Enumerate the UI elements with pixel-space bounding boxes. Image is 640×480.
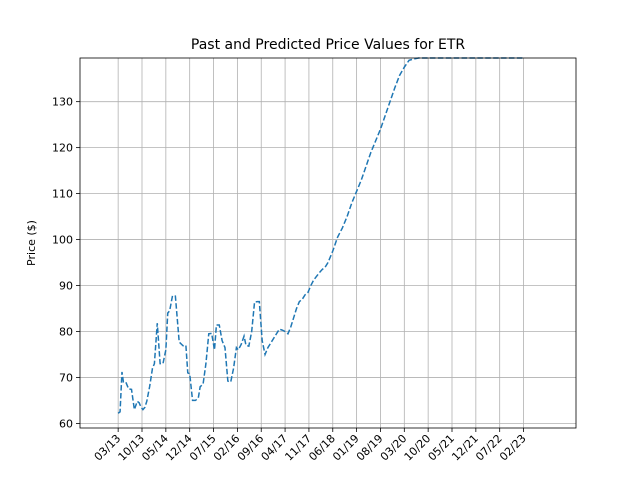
axis-ticks — [76, 101, 524, 432]
y-tick-label: 90 — [59, 280, 73, 293]
x-tick-label: 02/16 — [211, 432, 243, 464]
y-tick-label: 60 — [59, 417, 73, 430]
y-tick-label: 80 — [59, 325, 73, 338]
x-tick-label: 10/13 — [116, 432, 148, 464]
x-tick-label: 08/19 — [354, 432, 386, 464]
x-tick-label: 05/14 — [139, 432, 171, 464]
x-tick-label: 05/21 — [426, 432, 458, 464]
y-tick-label: 70 — [59, 371, 73, 384]
y-tick-labels: 60 70 80 90 100 110 120 130 — [52, 96, 73, 431]
plot-frame — [79, 57, 577, 429]
y-tick-label: 100 — [52, 234, 73, 247]
x-tick-label: 07/15 — [187, 432, 219, 464]
x-tick-label: 03/20 — [378, 432, 410, 464]
y-tick-label: 130 — [52, 96, 73, 109]
x-tick-label: 02/23 — [497, 432, 529, 464]
x-tick-label: 10/20 — [402, 432, 434, 464]
y-axis-label: Price ($) — [25, 220, 38, 266]
x-tick-labels: 03/1310/1305/1412/1407/1502/1609/1604/17… — [92, 432, 529, 464]
x-tick-label: 03/13 — [92, 432, 124, 464]
x-tick-label: 06/18 — [306, 432, 338, 464]
x-tick-label: 07/22 — [473, 432, 505, 464]
grid-lines — [80, 58, 576, 428]
x-tick-label: 11/17 — [282, 432, 314, 464]
y-tick-label: 120 — [52, 142, 73, 155]
x-tick-label: 12/14 — [163, 432, 195, 464]
x-tick-label: 09/16 — [235, 432, 267, 464]
x-tick-label: 04/17 — [259, 432, 291, 464]
x-tick-label: 12/21 — [449, 432, 481, 464]
y-tick-label: 110 — [52, 188, 73, 201]
series-line-etr-price — [117, 57, 524, 414]
x-tick-label: 01/19 — [330, 432, 362, 464]
chart-title: Past and Predicted Price Values for ETR — [191, 37, 465, 53]
